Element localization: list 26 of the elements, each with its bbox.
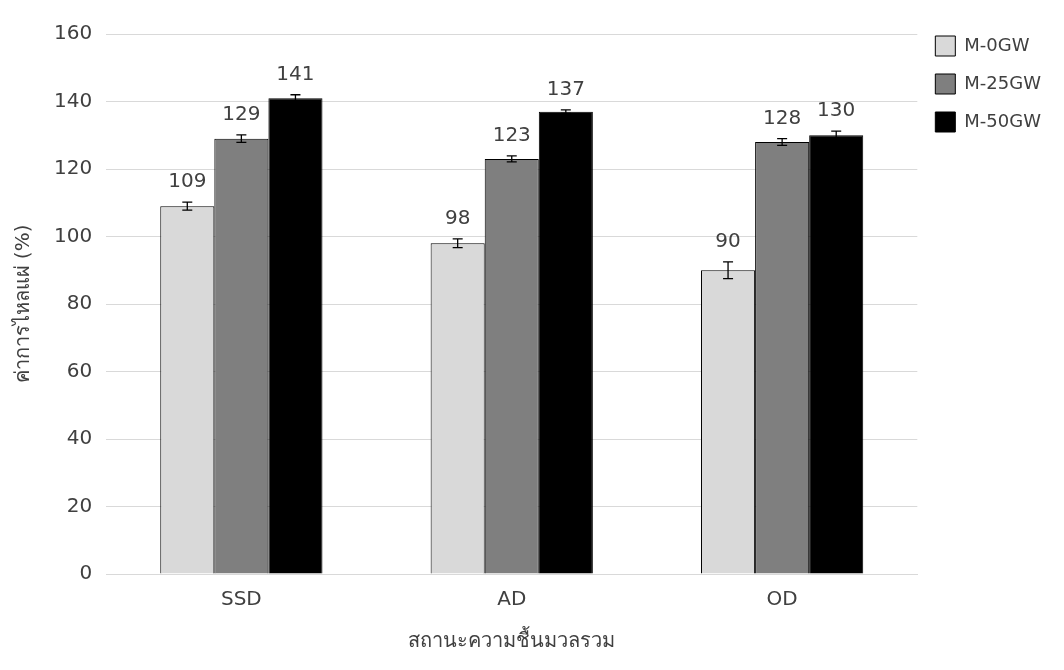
data-label: 123 [492,122,531,147]
data-label: 90 [715,228,741,253]
x-axis-title: สถานะความชื้นมวลรวม [408,626,616,653]
data-label: 98 [444,205,471,230]
y-tick-label: 140 [53,87,93,112]
y-tick-label: 160 [53,20,93,45]
y-tick-label: 100 [53,222,93,247]
y-tick-label: 20 [66,492,93,517]
y-tick-label: 40 [66,425,93,450]
data-label: 141 [276,60,315,85]
data-label: 128 [763,104,802,129]
data-label: 129 [222,101,261,126]
y-tick-label: 80 [66,290,93,315]
x-tick-label: AD [497,586,527,611]
y-tick-label: 120 [53,155,93,180]
x-tick-label: OD [766,586,798,611]
y-tick-label: 0 [79,560,93,585]
legend-label: M-25GW [964,71,1042,93]
data-label: 137 [546,76,585,101]
data-label: 130 [817,97,856,122]
legend-label: M-50GW [964,109,1042,131]
legend-label: M-0GW [964,33,1030,55]
data-label: 109 [168,168,207,193]
x-tick-label: SSD [220,586,262,611]
y-axis-title: ค่าการไหลแผ่ (%) [10,224,35,384]
y-tick-label: 60 [66,357,93,382]
